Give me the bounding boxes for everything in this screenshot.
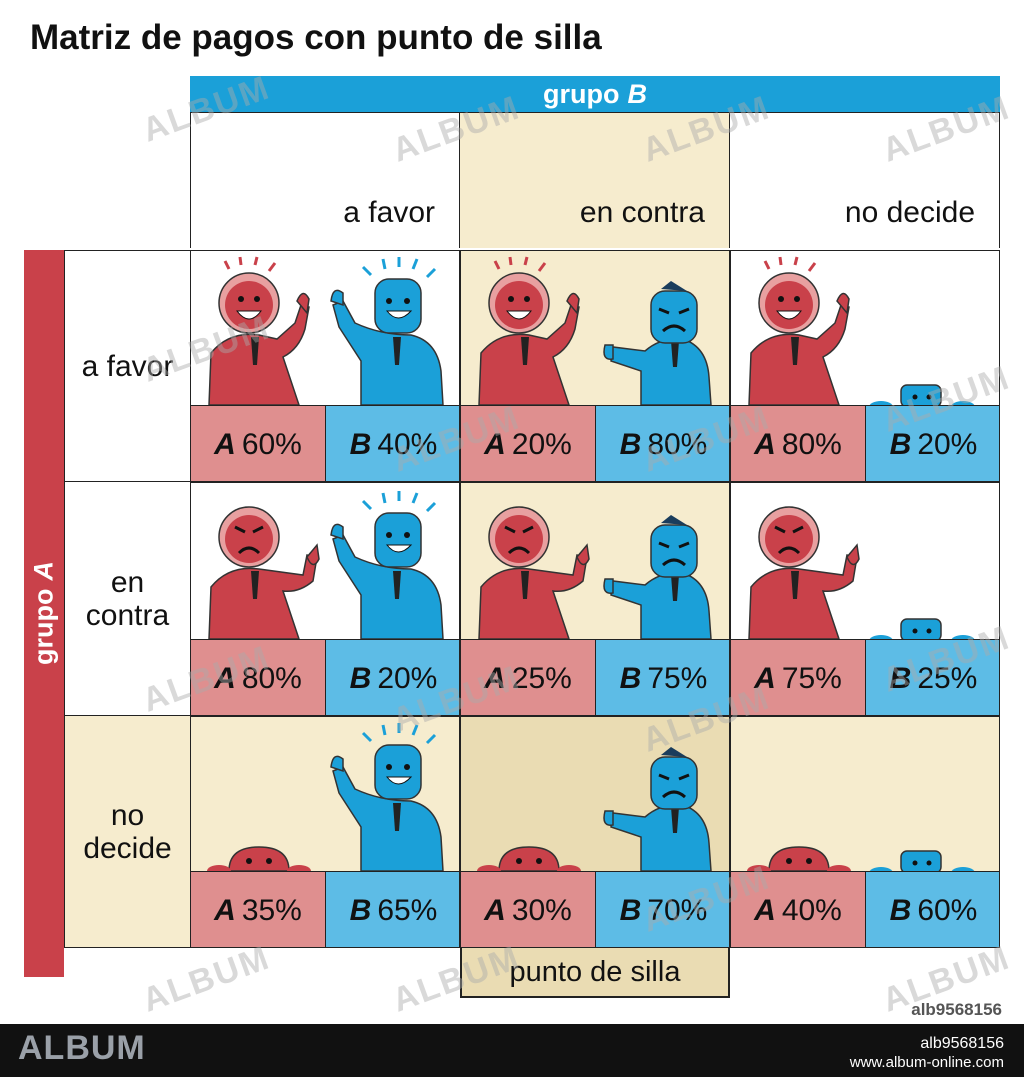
cell-r1-c2: A 20% B 80%	[460, 250, 730, 482]
figure-a-happy-icon	[748, 256, 850, 405]
cell-r2-c2: A 25% B 75%	[460, 482, 730, 716]
group-a-prefix: grupo	[28, 588, 59, 665]
payoff-a: A 60%	[191, 405, 326, 481]
row-header-no-decide: no decide	[64, 716, 190, 948]
cell-r3-c3: A 40% B 60%	[730, 716, 1000, 948]
cell-r3-c2-saddle-point: A 30% B 70%	[460, 716, 730, 948]
column-header-en-contra: en contra	[460, 112, 730, 248]
payoff-b: B 75%	[596, 639, 729, 715]
figure-a-sad-icon	[478, 506, 590, 639]
figures-a-sad-b-hidden	[748, 506, 975, 639]
row-header-a-favor: a favor	[64, 250, 190, 482]
payoff-a: A 40%	[731, 871, 866, 947]
figure-a-happy-icon	[208, 256, 310, 405]
figures-a-hidden-b-hidden	[747, 846, 975, 871]
payoff-b: B 80%	[596, 405, 729, 481]
figures-a-hidden-b-sad	[477, 747, 712, 871]
payoff-a: A 80%	[191, 639, 326, 715]
figure-a-hidden-icon	[477, 846, 581, 871]
column-header-a-favor: a favor	[190, 112, 460, 248]
payoff-b: B 65%	[326, 871, 459, 947]
footer-logo: ALBUM	[18, 1029, 146, 1067]
payoff-b: B 60%	[866, 871, 999, 947]
payoff-b: B 70%	[596, 871, 729, 947]
page-title: Matriz de pagos con punto de silla	[30, 18, 602, 57]
payoff-a: A 35%	[191, 871, 326, 947]
payoff-b: B 20%	[326, 639, 459, 715]
figure-a-happy-icon	[478, 256, 580, 405]
figure-a-sad-icon	[208, 506, 320, 639]
figure-b-happy-icon	[330, 491, 444, 639]
group-b-header: grupo B	[190, 76, 1000, 112]
figure-a-hidden-icon	[207, 846, 311, 871]
saddle-point-label: punto de silla	[460, 948, 730, 998]
figure-b-hidden-icon	[869, 850, 975, 871]
figures-a-happy-b-hidden	[748, 256, 975, 405]
cell-r3-c1: A 35% B 65%	[190, 716, 460, 948]
figure-b-happy-icon	[330, 723, 444, 871]
footer-url: www.album-online.com	[849, 1054, 1004, 1071]
payoff-a: A 75%	[731, 639, 866, 715]
group-a-label: grupo A	[29, 561, 60, 665]
payoff-b: B 20%	[866, 405, 999, 481]
group-a-letter: A	[28, 561, 59, 581]
payoff-a: A 25%	[461, 639, 596, 715]
payoff-b: B 25%	[866, 639, 999, 715]
figure-b-hidden-icon	[869, 618, 975, 639]
footer-bar	[0, 1024, 1024, 1077]
cell-r1-c1: A 60% B 40%	[190, 250, 460, 482]
payoff-b: B 40%	[326, 405, 459, 481]
payoff-a: A 30%	[461, 871, 596, 947]
group-a-header	[24, 250, 64, 977]
figure-b-hidden-icon	[869, 384, 975, 405]
cell-r2-c1: A 80% B 20%	[190, 482, 460, 716]
row-header-en-contra: en contra	[64, 482, 190, 716]
figure-a-sad-icon	[748, 506, 860, 639]
image-id-mark: alb9568156	[911, 1000, 1002, 1019]
cell-r1-c3: A 80% B 20%	[730, 250, 1000, 482]
figure-b-sad-icon	[603, 515, 712, 639]
group-b-letter: B	[627, 78, 647, 109]
figures-a-happy-b-sad	[478, 256, 712, 405]
figures-a-sad-b-sad	[478, 506, 712, 639]
figure-b-happy-icon	[330, 257, 444, 405]
figure-b-sad-icon	[603, 281, 712, 405]
watermark: ALBUM	[387, 938, 526, 1020]
cell-r2-c3: A 75% B 25%	[730, 482, 1000, 716]
payoff-a: A 80%	[731, 405, 866, 481]
figure-a-hidden-icon	[747, 846, 851, 871]
group-b-prefix: grupo	[543, 78, 620, 109]
figures-a-sad-b-happy	[208, 491, 444, 639]
column-header-no-decide: no decide	[730, 112, 1000, 248]
footer-image-id: alb9568156	[920, 1035, 1004, 1052]
figure-b-sad-icon	[603, 747, 712, 871]
figures-a-hidden-b-happy	[207, 723, 444, 871]
watermark: ALBUM	[137, 938, 276, 1020]
payoff-a: A 20%	[461, 405, 596, 481]
figures-a-happy-b-happy	[208, 256, 444, 405]
